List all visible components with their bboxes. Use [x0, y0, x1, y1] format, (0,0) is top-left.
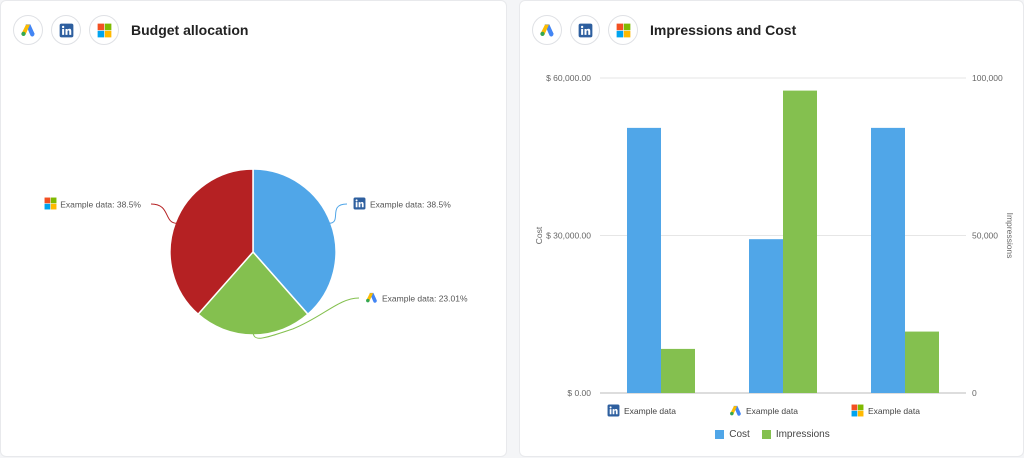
- pie-data-label: Example data: 23.01%: [366, 292, 468, 304]
- x-category-label: Example data: [730, 405, 798, 416]
- microsoft-ads-filter-button[interactable]: [608, 15, 638, 45]
- x-category-label: Example data: [607, 404, 676, 417]
- legend-label-cost: Cost: [729, 429, 750, 440]
- legend-item-impressions[interactable]: Impressions: [761, 429, 830, 440]
- card-header: Impressions and Cost: [532, 13, 796, 47]
- microsoft-ads-filter-button[interactable]: [89, 15, 119, 45]
- y2-axis-title: Impressions: [1005, 213, 1015, 259]
- y-axis-title: Cost: [534, 226, 544, 244]
- chart-legend: Cost Impressions: [520, 429, 1024, 440]
- linkedin-filter-button[interactable]: [51, 15, 81, 45]
- budget-allocation-card: Budget allocation Example data: 38.5% Exa…: [0, 0, 507, 457]
- pie-slice[interactable]: [197, 250, 309, 336]
- bar-cost[interactable]: [871, 127, 905, 393]
- bar-impressions[interactable]: [905, 331, 939, 393]
- x-category-label: Example data: [851, 404, 920, 417]
- bar-cost[interactable]: [627, 127, 661, 393]
- bar-chart: $ 0.00 $ 30,000.00 $ 60,000.00 0 50,000 100,0…: [534, 73, 1015, 417]
- pie-label-text: Example data: 38.5%: [60, 200, 141, 210]
- pie-data-label: Example data: 38.5%: [44, 197, 141, 210]
- x-tick-label: Example data: [624, 406, 676, 416]
- pie-connector: [328, 203, 348, 224]
- bar-impressions[interactable]: [661, 348, 695, 393]
- card-title: Budget allocation: [131, 22, 249, 38]
- y-tick-label: $ 30,000.00: [546, 231, 591, 241]
- linkedin-icon: [607, 404, 620, 417]
- legend-item-cost[interactable]: Cost: [715, 429, 750, 440]
- y-tick-label: $ 60,000.00: [546, 73, 591, 83]
- google-ads-icon: [730, 405, 741, 416]
- pie-label-text: Example data: 23.01%: [382, 294, 468, 304]
- bar-impressions[interactable]: [783, 90, 817, 393]
- y2-tick-label: 50,000: [972, 231, 998, 241]
- microsoft-ads-icon: [44, 197, 57, 210]
- legend-swatch-cost: [715, 430, 725, 439]
- bar-cost[interactable]: [749, 239, 783, 393]
- pie-chart: Example data: 38.5% Example data: 23.01% E…: [44, 168, 468, 339]
- google-ads-filter-button[interactable]: [532, 15, 562, 45]
- legend-label-impressions: Impressions: [775, 429, 830, 440]
- legend-swatch-impressions: [761, 430, 771, 439]
- pie-label-text: Example data: 38.5%: [370, 200, 451, 210]
- x-tick-label: Example data: [746, 406, 798, 416]
- pie-connector: [252, 297, 360, 339]
- y-tick-label: $ 0.00: [567, 388, 591, 398]
- pie-connector: [150, 203, 178, 224]
- impressions-cost-card: Impressions and Cost $ 0.00 $ 30,000.00 $ …: [519, 0, 1024, 457]
- google-ads-filter-button[interactable]: [13, 15, 43, 45]
- x-tick-label: Example data: [868, 406, 920, 416]
- card-header: Budget allocation: [13, 13, 248, 47]
- google-ads-icon: [366, 292, 377, 303]
- microsoft-ads-icon: [851, 404, 864, 417]
- card-title: Impressions and Cost: [650, 22, 797, 38]
- linkedin-icon: [353, 197, 366, 210]
- pie-slice[interactable]: [169, 168, 254, 316]
- pie-data-label: Example data: 38.5%: [353, 197, 451, 210]
- y2-tick-label: 0: [972, 388, 977, 398]
- y2-tick-label: 100,000: [972, 73, 1003, 83]
- pie-slice[interactable]: [252, 168, 337, 316]
- linkedin-filter-button[interactable]: [570, 15, 600, 45]
